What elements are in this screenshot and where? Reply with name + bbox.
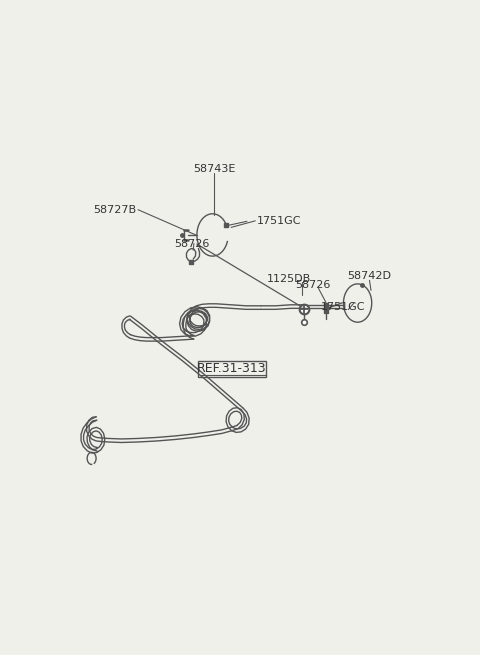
Text: 58743E: 58743E (193, 164, 236, 174)
Text: REF.31-313: REF.31-313 (196, 362, 266, 375)
Text: 1751GC: 1751GC (321, 301, 365, 312)
Text: 1751GC: 1751GC (257, 216, 301, 226)
Text: 58726: 58726 (295, 280, 331, 290)
Text: 1125DB: 1125DB (267, 274, 311, 284)
Text: 58726: 58726 (174, 239, 210, 249)
Text: 58727B: 58727B (93, 205, 136, 215)
Bar (198, 361, 266, 377)
Text: 58742D: 58742D (347, 271, 391, 281)
